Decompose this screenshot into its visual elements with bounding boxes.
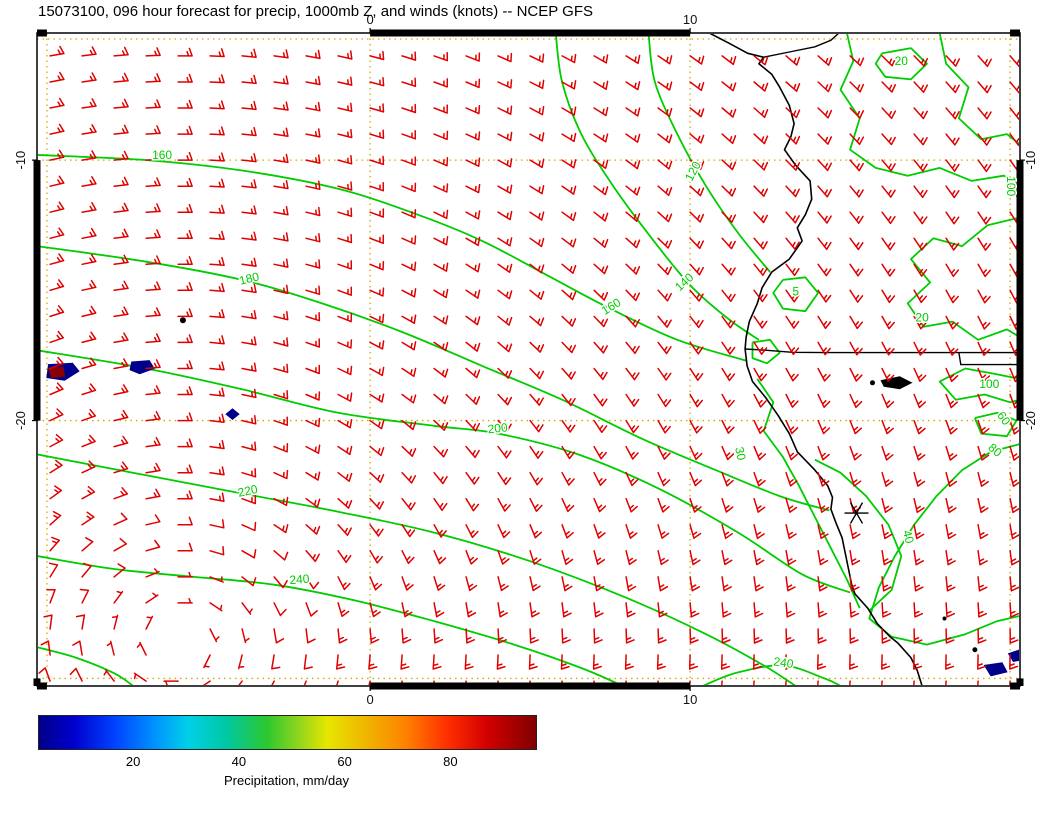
axis-tick-label-left: -10 — [13, 151, 28, 170]
contour-label: 100 — [979, 377, 999, 391]
station-marker — [844, 502, 869, 524]
axis-tick-label-top: 0 — [366, 12, 373, 27]
axis-tick-label-right: -10 — [1023, 151, 1038, 170]
map-plot: 0 100 10-10-20-10-201601601401201802002202… — [13, 12, 1038, 707]
contour-label: 220 — [236, 482, 259, 500]
precip-layer — [46, 360, 1019, 677]
colorbar-gradient — [38, 715, 537, 750]
contour-label: 240 — [289, 572, 310, 587]
axis-tick-label-bottom: 10 — [683, 692, 697, 707]
colorbar-tick-label: 60 — [337, 754, 352, 769]
contour-label: 40 — [900, 529, 917, 546]
contour-label: 20 — [915, 311, 929, 325]
contour-label: 140 — [672, 270, 696, 294]
contour-label: 160 — [152, 148, 172, 162]
colorbar-label: Precipitation, mm/day — [224, 773, 349, 788]
contour-label: 200 — [487, 420, 509, 436]
grid-layer — [37, 33, 1020, 686]
axis-tick-label-top: 10 — [683, 12, 697, 27]
axis-tick-label-right: -20 — [1023, 411, 1038, 430]
contour-label-layer: 1601601401201802002202402401002020100608… — [151, 53, 1020, 673]
colorbar-tick-label: 20 — [125, 754, 141, 769]
contour-layer — [38, 34, 1019, 685]
colorbar-tick-label: 40 — [231, 754, 247, 769]
axis-tick-label-bottom: 0 — [366, 692, 373, 707]
contour-label: 100 — [1004, 176, 1018, 196]
geography-layer — [179, 34, 1019, 685]
contour-label: 5 — [792, 285, 799, 299]
figure-title: 15073100, 096 hour forecast for precip, … — [38, 3, 593, 20]
wind-barbs-layer — [38, 45, 1019, 685]
contour-label: 80 — [985, 440, 1004, 460]
contour-label: 30 — [732, 446, 749, 462]
colorbar-tick-label: 80 — [443, 754, 458, 769]
axis-layer: 0 100 10-10-20-10-20 — [13, 12, 1038, 707]
contour-label: 20 — [895, 54, 909, 68]
frame-layer — [33, 29, 1024, 690]
contour-label: 180 — [238, 269, 261, 288]
contour-label: 120 — [682, 159, 704, 184]
contour-label: 60 — [994, 409, 1013, 428]
contour-label: 240 — [773, 654, 795, 671]
axis-tick-label-left: -20 — [13, 411, 28, 430]
